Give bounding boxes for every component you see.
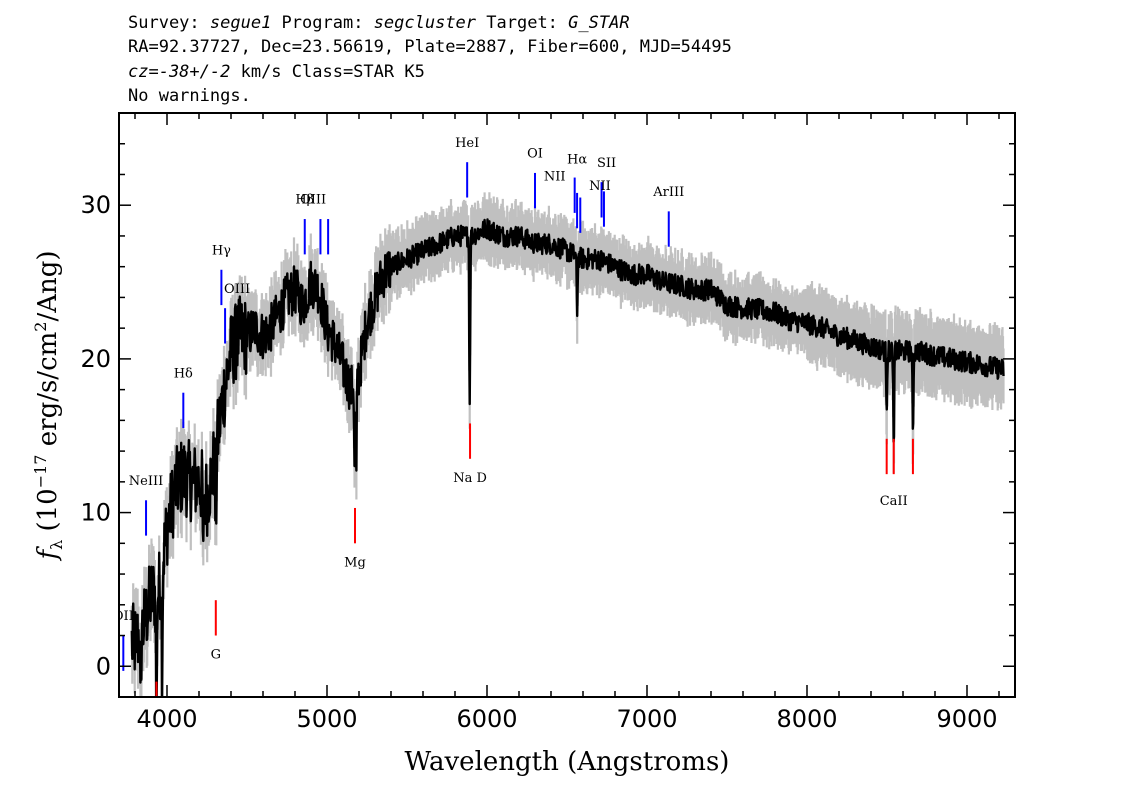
y-label-lambda: λ: [47, 540, 66, 550]
absorption-line-label: Mg: [344, 555, 366, 570]
absorption-line-label: G: [211, 648, 221, 663]
error-band: [130, 192, 1005, 697]
plot-frame: [118, 112, 1016, 698]
header-line-warnings: No warnings.: [128, 86, 251, 106]
y-tick-label: 10: [80, 499, 111, 527]
emission-line-label: ArIII: [652, 185, 684, 200]
target-value: G_STAR: [568, 13, 630, 33]
cz-value: cz=-38+/-2: [128, 62, 231, 82]
emission-line-label: NII: [544, 170, 566, 185]
x-tick-label: 4000: [136, 705, 197, 733]
class-value: km/s Class=STAR K5: [230, 62, 425, 82]
y-label-open: (10: [33, 488, 63, 540]
flux-series: [130, 218, 1005, 697]
absorption-line-label: Na D: [453, 471, 487, 486]
emission-line-label: OI: [527, 147, 543, 162]
header-line-redshift: cz=-38+/-2 km/s Class=STAR K5: [128, 62, 425, 82]
emission-line-label: OIII: [224, 282, 250, 297]
survey-label: Survey:: [128, 13, 210, 33]
emission-line-label: Hβ: [295, 193, 314, 208]
x-axis-label: Wavelength (Angstroms): [405, 747, 730, 777]
y-label-close: /Ang): [33, 250, 63, 321]
emission-line-label: NeIII: [129, 474, 163, 489]
y-axis-label: fλ (10−17 erg/s/cm2/Ang): [31, 250, 66, 561]
x-tick-label: 8000: [776, 705, 837, 733]
y-label-exp1: −17: [31, 455, 50, 489]
survey-value: segue1: [209, 13, 272, 33]
y-tick-label: 0: [96, 652, 111, 680]
program-value: segcluster: [373, 13, 477, 33]
emission-line-label: SII: [597, 156, 616, 171]
y-tick-label: 20: [80, 345, 111, 373]
emission-line-label: Hδ: [174, 366, 193, 381]
header-line-survey: Survey: segue1 Program: segcluster Targe…: [128, 13, 630, 33]
emission-line-label: OIII: [300, 193, 326, 208]
x-tick-label: 5000: [296, 705, 357, 733]
tick-layer: 4000 5000 6000 7000 8000 9000 0 10 20 30: [80, 112, 1015, 733]
x-tick-label: 6000: [456, 705, 517, 733]
y-tick-label: 30: [80, 191, 111, 219]
x-tick-label: 7000: [616, 705, 677, 733]
absorption-line-label: CaII: [880, 494, 908, 509]
emission-line-label: HeI: [455, 136, 479, 151]
header-line-coordinates: RA=92.37727, Dec=23.56619, Plate=2887, F…: [128, 37, 732, 57]
y-label-mid: erg/s/cm: [33, 332, 63, 455]
y-label-exp2: 2: [31, 322, 50, 332]
emission-line-label: NII: [589, 179, 611, 194]
emission-line-label: OII: [113, 609, 134, 624]
emission-line-label: Hγ: [212, 243, 231, 258]
target-label: Target:: [476, 13, 569, 33]
x-tick-label: 9000: [936, 705, 997, 733]
program-label: Program:: [271, 13, 374, 33]
emission-line-label: Hα: [567, 153, 587, 168]
